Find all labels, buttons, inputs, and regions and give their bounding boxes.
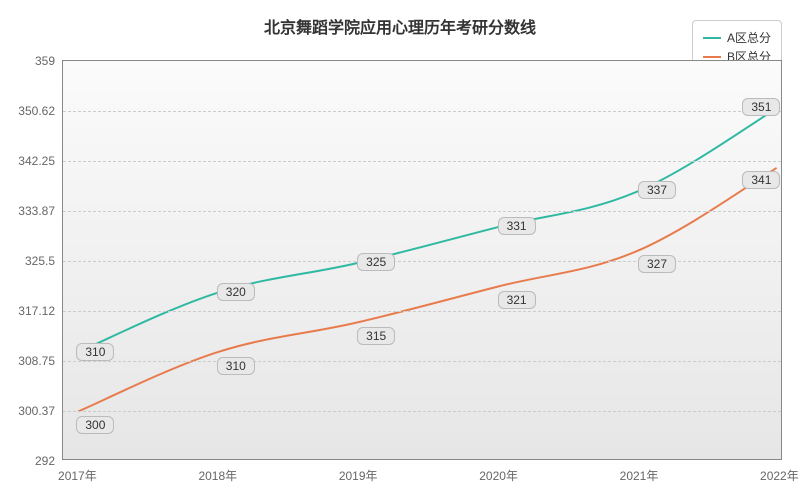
y-tick-label: 300.37 — [18, 404, 55, 418]
legend-swatch-a — [703, 37, 721, 39]
data-label: 321 — [498, 291, 536, 309]
data-label: 315 — [357, 327, 395, 345]
chart-container: 北京舞蹈学院应用心理历年考研分数线 A区总分 B区总分 292300.37308… — [0, 0, 800, 500]
series-line — [78, 168, 776, 412]
x-tick-label: 2022年 — [760, 467, 799, 484]
x-tick-label: 2020年 — [479, 467, 518, 484]
chart-title: 北京舞蹈学院应用心理历年考研分数线 — [0, 14, 800, 38]
x-tick-label: 2018年 — [198, 467, 237, 484]
y-tick-label: 308.75 — [18, 354, 55, 368]
x-tick-label: 2017年 — [58, 467, 97, 484]
gridline — [63, 111, 781, 112]
data-label: 320 — [217, 283, 255, 301]
data-label: 300 — [76, 416, 114, 434]
y-tick-label: 292 — [35, 454, 55, 468]
data-label: 351 — [742, 98, 780, 116]
gridline — [63, 311, 781, 312]
gridline — [63, 161, 781, 162]
x-tick-label: 2021年 — [620, 467, 659, 484]
data-label: 341 — [742, 171, 780, 189]
data-label: 310 — [76, 343, 114, 361]
data-label: 310 — [217, 357, 255, 375]
y-tick-label: 342.25 — [18, 154, 55, 168]
series-line — [78, 109, 776, 353]
data-label: 337 — [638, 181, 676, 199]
gridline — [63, 211, 781, 212]
y-tick-label: 325.5 — [25, 254, 55, 268]
plot-area: 292300.37308.75317.12325.5333.87342.2535… — [62, 60, 782, 460]
data-label: 327 — [638, 255, 676, 273]
legend-item-a: A区总分 — [703, 29, 771, 46]
y-tick-label: 350.62 — [18, 104, 55, 118]
y-tick-label: 317.12 — [18, 304, 55, 318]
gridline — [63, 361, 781, 362]
gridline — [63, 411, 781, 412]
legend-swatch-b — [703, 56, 721, 58]
data-label: 331 — [498, 217, 536, 235]
y-tick-label: 359 — [35, 54, 55, 68]
x-tick-label: 2019年 — [339, 467, 378, 484]
data-label: 325 — [357, 253, 395, 271]
y-tick-label: 333.87 — [18, 204, 55, 218]
legend-label-a: A区总分 — [727, 29, 771, 46]
